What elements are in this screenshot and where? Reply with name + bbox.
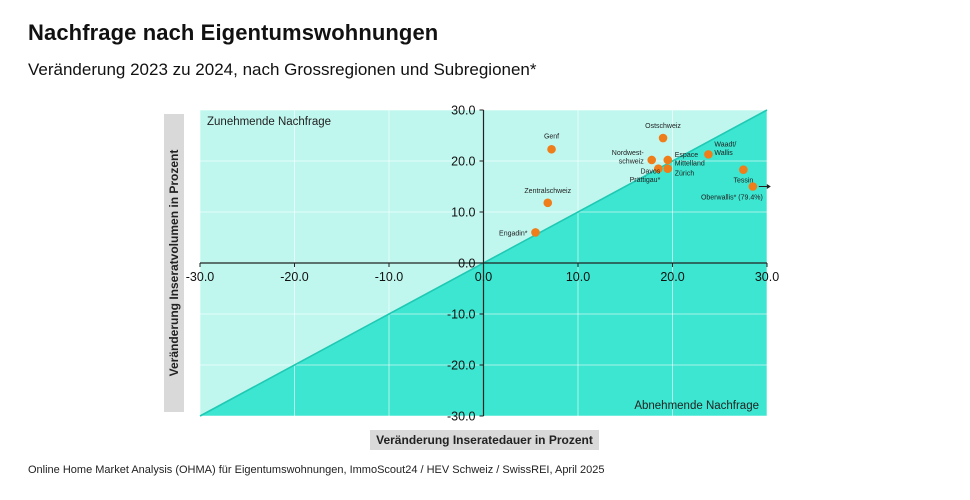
point-label-line: Prättigau* xyxy=(630,177,661,184)
point-label: Tessin xyxy=(733,178,753,185)
data-point xyxy=(547,144,556,154)
point-label-line: Engadin* xyxy=(499,230,528,237)
data-point xyxy=(543,198,553,208)
y-tick-label: -20.0 xyxy=(447,359,476,373)
chart-title: Nachfrage nach Eigentumswohnungen xyxy=(28,20,439,45)
y-tick-label: 0.0 xyxy=(458,257,475,271)
x-tick-label: -20.0 xyxy=(280,270,309,284)
point-label: Zürich xyxy=(675,171,695,178)
data-point xyxy=(739,165,748,174)
point-label-line: Waadt/ xyxy=(714,141,736,148)
data-point xyxy=(663,164,673,173)
point-label-line: Davos xyxy=(640,169,660,176)
chart-subtitle: Veränderung 2023 zu 2024, nach Grossregi… xyxy=(28,60,537,79)
point-label-line: Genf xyxy=(544,133,559,140)
point-label-line: schweiz xyxy=(619,158,644,165)
point-label: Engadin* xyxy=(499,230,528,237)
point-label-line: Oberwallis* (79.4%) xyxy=(701,195,763,202)
x-tick-label: -10.0 xyxy=(375,270,404,284)
y-axis-label-box xyxy=(164,114,184,412)
data-point xyxy=(654,164,663,173)
point-label-line: Tessin xyxy=(733,178,753,185)
x-tick-label: 10.0 xyxy=(566,270,590,284)
point-label-line: Wallis xyxy=(714,150,733,157)
point-label: Davos Prättigau* xyxy=(630,169,661,185)
point-label-line: Nordwest- xyxy=(612,150,645,157)
source-note: Online Home Market Analysis (OHMA) für E… xyxy=(28,464,605,476)
x-tick-label: 20.0 xyxy=(660,270,684,284)
data-point xyxy=(663,155,673,165)
y-tick-label: -30.0 xyxy=(447,410,476,424)
point-label: Genf xyxy=(544,133,559,140)
point-label: Zentralschweiz xyxy=(524,188,571,195)
point-label-line: Espace xyxy=(675,152,698,159)
x-axis-label: Veränderung Inseratedauer in Prozent xyxy=(370,430,599,450)
point-label-line: Mittelland xyxy=(675,160,705,167)
data-point xyxy=(704,150,713,159)
point-label-line: Ostschweiz xyxy=(645,123,681,130)
x-tick-label: 30.0 xyxy=(755,270,779,284)
point-label: Ostschweiz xyxy=(645,123,681,130)
x-tick-label: -30.0 xyxy=(186,270,215,284)
point-label-line: Zürich xyxy=(675,171,695,178)
region-label-upper: Zunehmende Nachfrage xyxy=(207,116,331,128)
point-label: Oberwallis* (79.4%) xyxy=(701,195,763,202)
y-tick-label: 10.0 xyxy=(451,206,475,220)
x-tick-label: 0.0 xyxy=(475,270,492,284)
point-label: Waadt/Wallis xyxy=(714,141,736,157)
y-tick-label: 20.0 xyxy=(451,155,475,169)
data-point xyxy=(647,155,657,165)
y-tick-label: -10.0 xyxy=(447,308,476,322)
y-tick-label: 30.0 xyxy=(451,104,475,118)
point-label-line: Zentralschweiz xyxy=(524,188,571,195)
region-label-lower: Abnehmende Nachfrage xyxy=(634,400,759,412)
point-label: Espace Mittelland xyxy=(675,152,705,168)
data-point xyxy=(658,133,668,143)
off-scale-arrow-head xyxy=(766,184,771,189)
data-point xyxy=(748,182,758,191)
data-point xyxy=(531,228,540,237)
point-label: Nordwest-schweiz xyxy=(612,150,645,166)
